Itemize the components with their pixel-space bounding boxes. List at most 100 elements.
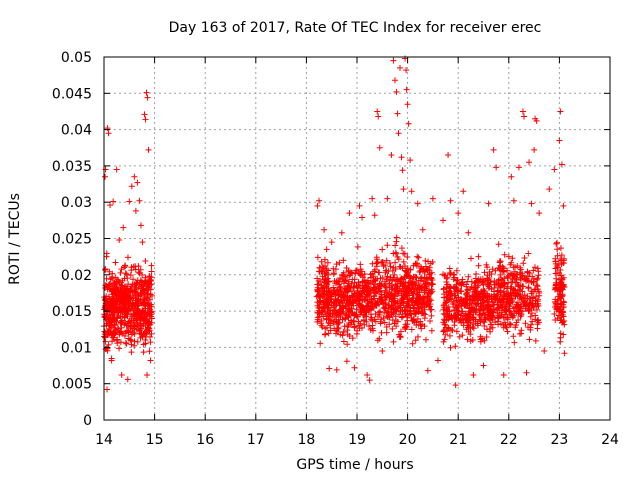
data-point: [387, 263, 394, 270]
x-tick-label: 17: [247, 432, 265, 448]
data-point: [445, 283, 452, 290]
data-point: [325, 305, 332, 312]
data-point: [333, 330, 339, 337]
data-point: [325, 319, 332, 326]
data-point: [321, 276, 328, 283]
data-point: [427, 270, 434, 277]
data-point: [560, 202, 567, 209]
data-point: [401, 250, 408, 257]
data-point: [148, 308, 155, 315]
y-axis-ticks: 0 0.005 0.01 0.015 0.02 0.025 0.03 0.035 0.04 0.0…: [52, 50, 610, 429]
data-point: [518, 305, 525, 312]
data-point: [110, 314, 117, 321]
data-point: [496, 266, 503, 273]
data-point: [428, 306, 435, 313]
data-point: [416, 269, 423, 276]
data-point: [108, 357, 115, 364]
data-point: [349, 335, 356, 342]
data-point: [316, 197, 323, 204]
y-tick-label: 0.015: [52, 304, 92, 320]
data-point: [122, 270, 129, 277]
data-point: [343, 265, 350, 272]
data-point: [127, 337, 134, 344]
data-point: [553, 240, 560, 247]
data-point: [143, 329, 150, 336]
data-point: [469, 337, 476, 344]
data-point: [146, 348, 153, 355]
data-point: [124, 294, 131, 301]
x-tick-label: 14: [95, 432, 113, 448]
data-point: [393, 250, 400, 257]
data-point: [148, 330, 155, 337]
data-point: [499, 309, 506, 316]
data-point: [525, 307, 532, 314]
data-point: [515, 299, 522, 306]
y-tick-label: 0: [83, 413, 92, 429]
data-point: [392, 249, 399, 256]
data-point: [560, 274, 567, 281]
data-point: [521, 254, 528, 261]
data-point: [476, 307, 483, 314]
data-point: [321, 226, 328, 233]
data-point: [426, 271, 433, 278]
data-point: [318, 303, 325, 310]
data-point: [128, 287, 135, 294]
data-point: [330, 319, 337, 326]
data-point: [127, 272, 134, 279]
data-point: [410, 317, 417, 324]
data-point: [343, 312, 350, 319]
data-point: [467, 296, 474, 303]
data-point: [459, 316, 466, 323]
data-point: [494, 301, 501, 308]
data-point: [505, 279, 512, 286]
data-point: [108, 324, 115, 331]
data-point: [367, 274, 374, 281]
data-point: [124, 254, 131, 261]
data-point: [105, 341, 112, 348]
data-point: [397, 64, 404, 71]
data-point: [414, 315, 421, 322]
data-point: [425, 303, 432, 310]
data-point: [496, 305, 503, 312]
data-point: [110, 198, 117, 205]
data-point: [118, 282, 125, 289]
data-point: [379, 246, 386, 253]
data-point: [345, 278, 352, 285]
data-point: [428, 327, 435, 334]
data-point: [143, 89, 150, 96]
data-point: [131, 173, 138, 180]
data-point: [429, 288, 436, 295]
data-point: [429, 259, 436, 265]
data-point: [447, 344, 454, 351]
data-point: [441, 321, 448, 328]
data-point: [478, 288, 485, 295]
data-point: [445, 313, 452, 320]
data-point: [362, 309, 369, 316]
data-point: [560, 331, 567, 338]
data-point: [376, 144, 383, 151]
data-point: [369, 195, 376, 202]
data-point: [497, 289, 504, 296]
data-point: [116, 345, 123, 352]
data-point: [440, 338, 447, 345]
data-point: [404, 254, 411, 261]
data-point: [429, 195, 436, 202]
data-point: [481, 269, 488, 276]
data-point: [489, 324, 496, 331]
data-point: [394, 298, 401, 305]
data-point: [374, 108, 381, 115]
data-point: [405, 120, 412, 127]
data-point: [371, 284, 378, 291]
data-point: [326, 365, 333, 372]
data-point: [554, 239, 561, 246]
data-point: [116, 236, 123, 243]
data-point: [449, 300, 456, 307]
data-point: [552, 265, 559, 272]
data-point: [497, 271, 504, 278]
data-point: [406, 282, 413, 289]
data-point: [352, 312, 359, 319]
data-point: [440, 310, 447, 317]
data-point: [112, 259, 119, 266]
data-point: [137, 321, 144, 328]
data-point: [394, 318, 401, 325]
